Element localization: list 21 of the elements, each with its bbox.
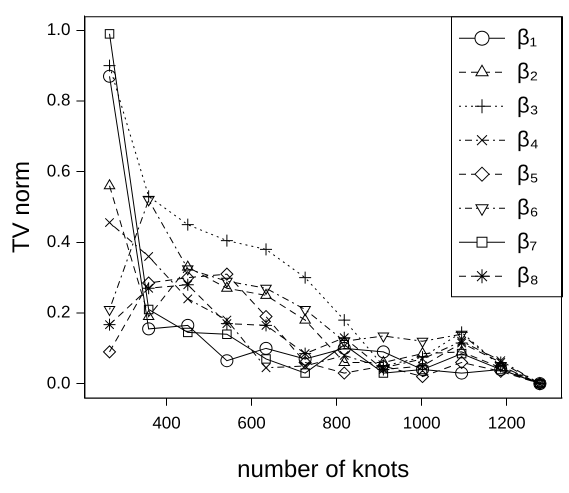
x-axis-title: number of knots xyxy=(237,456,410,484)
legend-label: β₃ xyxy=(517,92,539,118)
legend-label: β₁ xyxy=(517,24,538,50)
legend-label: β₂ xyxy=(517,58,538,84)
legend-label: β₇ xyxy=(517,228,538,254)
y-axis-title: TV norm xyxy=(8,160,36,254)
y-tick-label: 1.0 xyxy=(46,20,70,40)
x-tick-label: 800 xyxy=(322,414,351,433)
y-tick-label: 0.4 xyxy=(46,232,70,252)
legend-label: β₆ xyxy=(517,194,539,220)
y-tick-label: 0.8 xyxy=(46,90,70,110)
x-tick-label: 600 xyxy=(237,414,266,433)
legend-label: β₄ xyxy=(517,126,539,152)
x-tick-label: 1000 xyxy=(402,414,441,433)
x-tick-label: 400 xyxy=(152,414,181,433)
legend-label: β₅ xyxy=(517,160,539,186)
legend-label: β₈ xyxy=(517,262,539,288)
y-tick-label: 0.0 xyxy=(46,373,70,392)
y-tick-label: 0.2 xyxy=(46,302,70,322)
x-tick-label: 1200 xyxy=(488,414,526,433)
y-tick-label: 0.6 xyxy=(46,161,70,180)
